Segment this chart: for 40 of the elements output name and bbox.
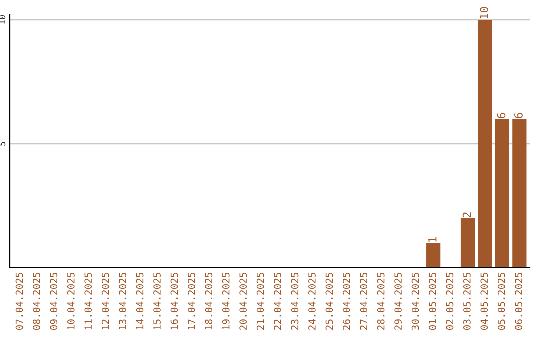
x-tick-label: 28.04.2025 — [377, 272, 385, 330]
x-tick-label: 22.04.2025 — [274, 272, 282, 330]
x-tick-label: 06.05.2025 — [515, 272, 523, 330]
bar — [426, 243, 441, 268]
x-tick-label: 20.04.2025 — [240, 272, 248, 330]
bar — [478, 20, 492, 268]
x-tick-label: 04.05.2025 — [480, 272, 488, 330]
x-tick-label: 25.04.2025 — [326, 272, 334, 330]
data-label: 6 — [497, 113, 506, 118]
x-tick-label: 27.04.2025 — [360, 272, 368, 330]
data-label: 1 — [428, 237, 437, 242]
bar — [495, 119, 510, 268]
x-tick-label: 01.05.2025 — [429, 272, 436, 330]
x-tick-label: 23.04.2025 — [291, 272, 299, 330]
x-tick-label: 08.04.2025 — [33, 272, 40, 330]
bar — [512, 119, 527, 268]
x-tick-label: 15.04.2025 — [154, 272, 161, 330]
x-tick-label: 10.04.2025 — [67, 272, 75, 330]
x-tick-label: 21.04.2025 — [256, 272, 264, 330]
x-tick-label: 03.05.2025 — [464, 272, 471, 330]
x-tick-label: 29.04.2025 — [394, 272, 402, 330]
x-tick-label: 13.04.2025 — [119, 272, 126, 330]
x-tick-label: 19.04.2025 — [222, 272, 230, 330]
x-tick-label: 02.05.2025 — [446, 272, 454, 330]
x-tick-label: 26.04.2025 — [342, 272, 350, 330]
x-tick-label: 05.05.2025 — [498, 272, 506, 330]
x-tick-label: 18.04.2025 — [205, 272, 213, 330]
data-label: 2 — [462, 212, 472, 218]
x-tick-label: 14.04.2025 — [136, 272, 144, 330]
x-tick-label: 16.04.2025 — [170, 272, 178, 330]
x-tick-label: 30.04.2025 — [412, 272, 420, 330]
x-tick-label: 17.04.2025 — [188, 272, 196, 330]
data-label: 10 — [480, 7, 488, 19]
data-label: 6 — [514, 113, 523, 118]
x-tick-label: 24.04.2025 — [308, 272, 316, 330]
x-tick-label: 12.04.2025 — [102, 272, 110, 330]
bar — [460, 218, 476, 268]
x-tick-label: 09.04.2025 — [50, 272, 58, 330]
x-tick-label: 07.04.2025 — [16, 272, 24, 330]
x-tick-label: 11.04.2025 — [84, 272, 92, 330]
